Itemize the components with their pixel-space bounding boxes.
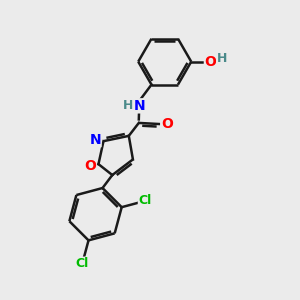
- Text: H: H: [217, 52, 227, 64]
- Text: Cl: Cl: [76, 257, 89, 270]
- Text: O: O: [204, 55, 216, 69]
- Text: O: O: [161, 117, 173, 131]
- Text: H: H: [123, 99, 134, 112]
- Text: Cl: Cl: [138, 194, 152, 207]
- Text: N: N: [133, 99, 145, 113]
- Text: O: O: [84, 159, 96, 172]
- Text: N: N: [89, 133, 101, 147]
